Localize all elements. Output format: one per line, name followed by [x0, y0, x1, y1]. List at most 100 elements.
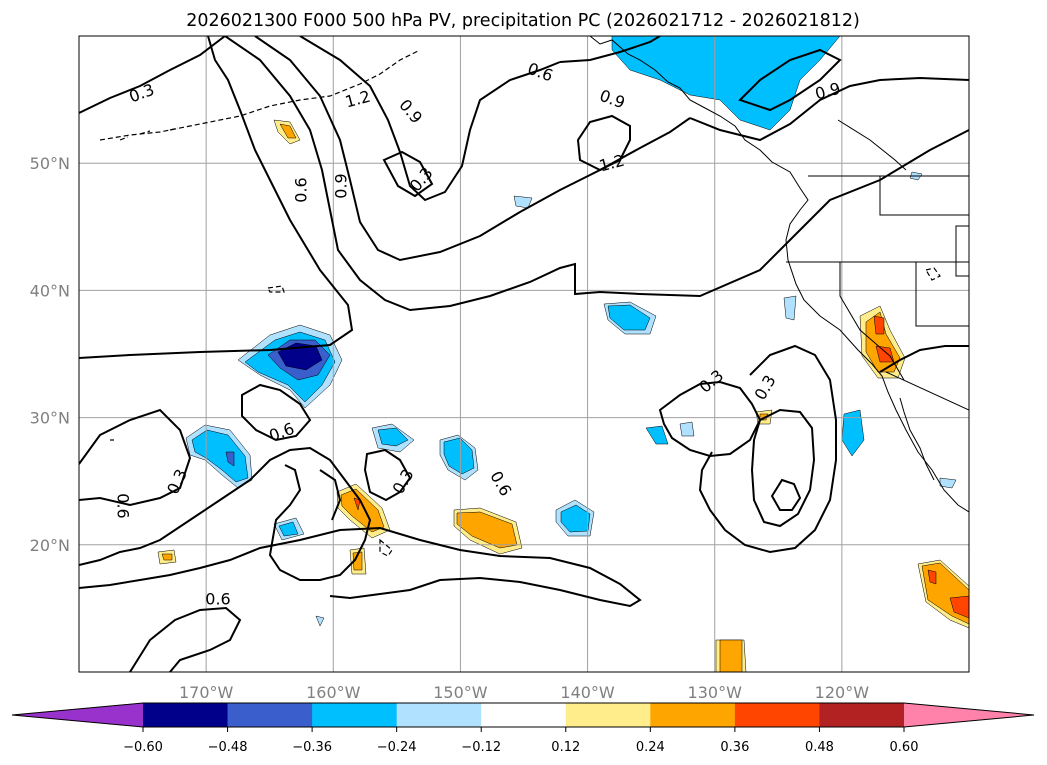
- x-tick-label: 150°W: [433, 683, 488, 702]
- pv-contour-line: [241, 383, 312, 442]
- colorbar-segment: [227, 703, 313, 727]
- pv-contour-line: [254, 36, 691, 262]
- chart-title: 2026021300 F000 500 hPa PV, precipitatio…: [186, 11, 860, 31]
- colorbar-segment: [481, 703, 567, 727]
- pv-contour-line: [698, 344, 837, 554]
- colorbar-tick-label: 0.12: [551, 740, 580, 755]
- precip-area: [353, 497, 361, 511]
- colorbar-segment: [143, 703, 229, 727]
- precip-area: [841, 409, 865, 457]
- precip-area: [949, 595, 969, 619]
- coastline: [915, 262, 969, 327]
- island-chain: [119, 136, 129, 141]
- pv-contour-label: 1.2: [343, 87, 373, 112]
- precip-area: [161, 553, 173, 561]
- precip-area: [719, 639, 743, 672]
- x-tick-label: 120°W: [815, 683, 870, 702]
- pv-contour-label: 0.3: [163, 466, 191, 497]
- colorbar-tick-label: 0.60: [890, 740, 919, 755]
- pv-contour-line: [79, 36, 226, 114]
- precip-area: [607, 304, 651, 331]
- precip-area: [645, 425, 669, 445]
- axis-tick-labels: 170°W 160°W 150°W 140°W 130°W 120°W 50°N 40°N 30…: [30, 154, 870, 702]
- x-tick-label: 140°W: [560, 683, 615, 702]
- pv-contour-line: [79, 36, 354, 359]
- island-chain: [379, 538, 393, 557]
- precip-area: [279, 123, 297, 139]
- y-tick-label: 50°N: [30, 154, 70, 173]
- colorbar-segment: [312, 703, 398, 727]
- y-tick-label: 20°N: [30, 536, 70, 555]
- pv-contour-line: [79, 526, 642, 608]
- precip-area: [315, 615, 325, 627]
- colorbar-tick-label: −0.60: [123, 740, 163, 755]
- y-tick-label: 40°N: [30, 281, 70, 300]
- pv-contour-label: 0.6: [114, 493, 133, 518]
- coastline: [885, 371, 969, 411]
- pv-contour-label: 0.6: [292, 177, 311, 202]
- pv-contour-label: 0.6: [525, 59, 555, 86]
- coastlines: [99, 36, 969, 672]
- pv-contour-label: 0.3: [406, 164, 437, 196]
- pv-contour-line: [689, 76, 969, 142]
- colorbar-tick-label: −0.12: [461, 740, 501, 755]
- colorbar-extend-high: [904, 703, 1034, 727]
- colorbar-tick-label: −0.48: [208, 740, 248, 755]
- pv-contour-line: [79, 408, 192, 507]
- coastline: [589, 36, 969, 513]
- y-tick-label: 30°N: [30, 409, 70, 428]
- grid-lines: [79, 36, 969, 672]
- pv-contour-label: 0.9: [395, 96, 426, 128]
- pv-contour-line: [750, 408, 816, 528]
- pv-contour-line: [738, 48, 842, 112]
- pv-contour-line: [879, 345, 969, 373]
- island-chain: [169, 127, 179, 131]
- island-chain: [139, 130, 151, 135]
- colorbar-tick-label: 0.48: [805, 740, 834, 755]
- pv-contour-line: [559, 36, 661, 63]
- precip-area: [927, 569, 937, 585]
- colorbar-tick-label: −0.36: [292, 740, 332, 755]
- pv-contour-label: 0.6: [486, 468, 515, 500]
- colorbar: −0.60 −0.48 −0.36 −0.24 −0.12 0.12 0.24 0.36 0.4…: [11, 702, 1035, 755]
- precip-area: [611, 36, 841, 131]
- pv-contour-line: [129, 606, 242, 672]
- colorbar-segment: [396, 703, 482, 727]
- pv-contour-line: [299, 36, 561, 202]
- pv-contour-line: [382, 150, 434, 198]
- pv-contour-label: 0.6: [205, 590, 230, 609]
- colorbar-tick-label: 0.36: [720, 740, 749, 755]
- pv-contour-line: [770, 478, 802, 511]
- precip-area: [225, 451, 235, 467]
- precip-shading: [157, 36, 969, 672]
- colorbar-segment: [650, 703, 736, 727]
- pv-contour-label: 0.6: [266, 419, 296, 446]
- colorbar-segment: [819, 703, 905, 727]
- colorbar-extend-low: [12, 703, 143, 727]
- x-tick-label: 130°W: [688, 683, 743, 702]
- pv-contour-label: 0.3: [696, 366, 728, 397]
- pv-contour-label: 0.9: [332, 173, 351, 198]
- island-chain: [267, 285, 285, 293]
- pv-contour-line: [319, 469, 342, 521]
- pv-contour-label: 1.2: [597, 151, 627, 176]
- pv-contour-label: 0.3: [751, 372, 780, 404]
- colorbar-segment: [734, 703, 820, 727]
- precip-area: [377, 427, 409, 447]
- precip-area: [277, 342, 323, 371]
- coastline: [879, 176, 969, 216]
- colorbar-tick-label: 0.24: [636, 740, 665, 755]
- pv-contour-line: [658, 380, 762, 458]
- precip-area: [873, 315, 885, 335]
- x-tick-label: 170°W: [179, 683, 234, 702]
- pv-contour-label: 0.3: [126, 80, 156, 107]
- pv-contour-label: 0.3: [389, 466, 418, 498]
- pv-contours: [79, 36, 969, 672]
- precip-area: [443, 437, 475, 475]
- island-chain: [925, 267, 941, 281]
- precip-area: [456, 511, 518, 549]
- pv-contour-line: [79, 446, 372, 581]
- coastline: [899, 397, 935, 481]
- colorbar-segment: [565, 703, 651, 727]
